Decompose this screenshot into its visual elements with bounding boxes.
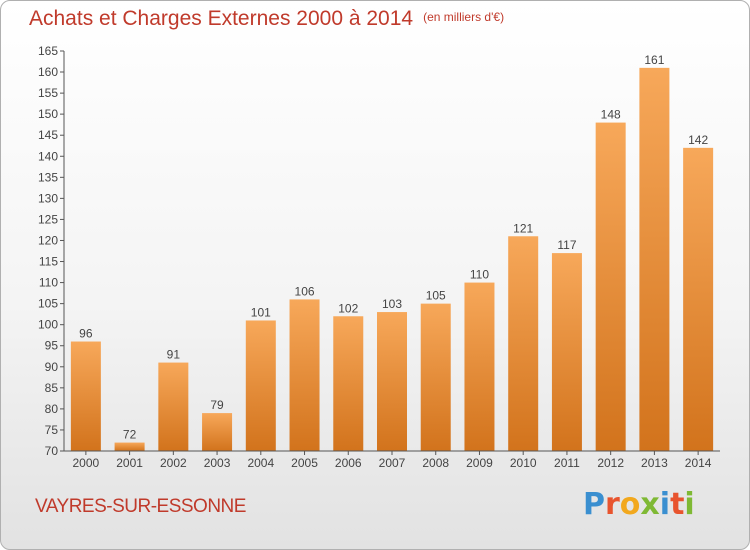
y-tick-label: 80 xyxy=(45,402,59,416)
logo-letter: P xyxy=(583,487,605,522)
y-tick-label: 160 xyxy=(38,65,58,79)
y-tick-label: 90 xyxy=(45,360,59,374)
bar-2014 xyxy=(683,147,714,451)
y-tick-label: 125 xyxy=(38,212,58,226)
x-tick-label: 2004 xyxy=(247,456,274,470)
bar-2007 xyxy=(377,312,407,451)
y-tick-label: 105 xyxy=(38,297,58,311)
x-tick-label: 2005 xyxy=(291,456,318,470)
axes-group: 70 75 80 85 90 95 100 105 110 115 120 125 130 135 140 1… xyxy=(38,44,720,470)
x-tick-label: 2007 xyxy=(379,456,406,470)
y-tick-label: 135 xyxy=(38,170,58,184)
bar-2012 xyxy=(595,122,626,451)
bar-2013 xyxy=(639,67,670,451)
bar-2001 xyxy=(114,442,145,451)
y-tick-label: 115 xyxy=(39,255,58,269)
data-label: 121 xyxy=(513,221,533,235)
x-tick-label: 2001 xyxy=(116,456,143,470)
x-tick-label: 2008 xyxy=(422,456,449,470)
data-label: 117 xyxy=(557,238,576,252)
y-tick-label: 100 xyxy=(38,318,58,332)
data-label: 106 xyxy=(295,284,315,298)
data-label: 101 xyxy=(251,305,271,319)
x-tick-label: 2010 xyxy=(510,456,537,470)
data-label: 103 xyxy=(382,297,402,311)
data-label: 79 xyxy=(210,398,224,412)
data-label: 102 xyxy=(338,301,358,315)
x-tick-label: 2014 xyxy=(685,456,712,470)
chart-title: Achats et Charges Externes 2000 à 2014 (e… xyxy=(29,7,504,31)
bar-2004 xyxy=(245,320,276,451)
x-tick-label: 2011 xyxy=(554,456,580,470)
bar-2006 xyxy=(333,316,364,451)
proxiti-logo: Proxiti xyxy=(583,487,695,522)
y-tick-label: 130 xyxy=(38,191,58,205)
data-label: 96 xyxy=(79,327,93,341)
bar-2010 xyxy=(508,236,539,451)
data-label: 110 xyxy=(470,268,489,282)
logo-letter: o xyxy=(619,487,641,522)
bar-2003 xyxy=(202,413,233,451)
x-tick-label: 2012 xyxy=(597,456,624,470)
y-tick-label: 140 xyxy=(38,149,58,163)
logo-letter: x xyxy=(640,487,660,522)
y-tick-label: 145 xyxy=(38,128,58,142)
y-tick-label: 155 xyxy=(38,86,58,100)
data-label: 142 xyxy=(688,133,708,147)
data-label: 91 xyxy=(167,348,181,362)
x-tick-label: 2000 xyxy=(73,456,100,470)
bars-group xyxy=(70,67,714,451)
bar-2000 xyxy=(70,341,101,451)
bar-2008 xyxy=(420,303,451,451)
y-tick-label: 120 xyxy=(38,233,58,247)
bar-2002 xyxy=(158,362,189,451)
chart-subtitle: (en milliers d'€) xyxy=(423,10,505,24)
x-tick-label: 2006 xyxy=(335,456,362,470)
chart-title-text: Achats et Charges Externes 2000 à 2014 xyxy=(29,7,414,30)
y-tick-label: 85 xyxy=(45,381,59,395)
x-tick-label: 2002 xyxy=(160,456,187,470)
logo-letter: r xyxy=(605,487,620,522)
y-tick-label: 70 xyxy=(45,444,59,458)
x-tick-label: 2013 xyxy=(641,456,668,470)
x-tick-label: 2009 xyxy=(466,456,493,470)
commune-name: VAYRES-SUR-ESSONNE xyxy=(35,496,246,517)
logo-letter: i xyxy=(684,487,695,522)
bar-2009 xyxy=(464,282,495,451)
data-label: 72 xyxy=(123,428,137,442)
y-tick-label: 110 xyxy=(39,276,58,290)
logo-letter: i xyxy=(659,487,671,522)
y-tick-label: 165 xyxy=(38,44,58,58)
data-label: 148 xyxy=(601,108,621,122)
bar-2005 xyxy=(289,299,320,451)
x-tick-label: 2003 xyxy=(204,456,231,470)
logo-letter: t xyxy=(670,487,685,522)
data-label: 161 xyxy=(644,53,664,67)
data-label: 105 xyxy=(426,289,446,303)
y-tick-label: 95 xyxy=(45,339,59,353)
y-tick-label: 150 xyxy=(38,107,58,121)
y-tick-label: 75 xyxy=(45,423,59,437)
bar-2011 xyxy=(551,253,582,451)
